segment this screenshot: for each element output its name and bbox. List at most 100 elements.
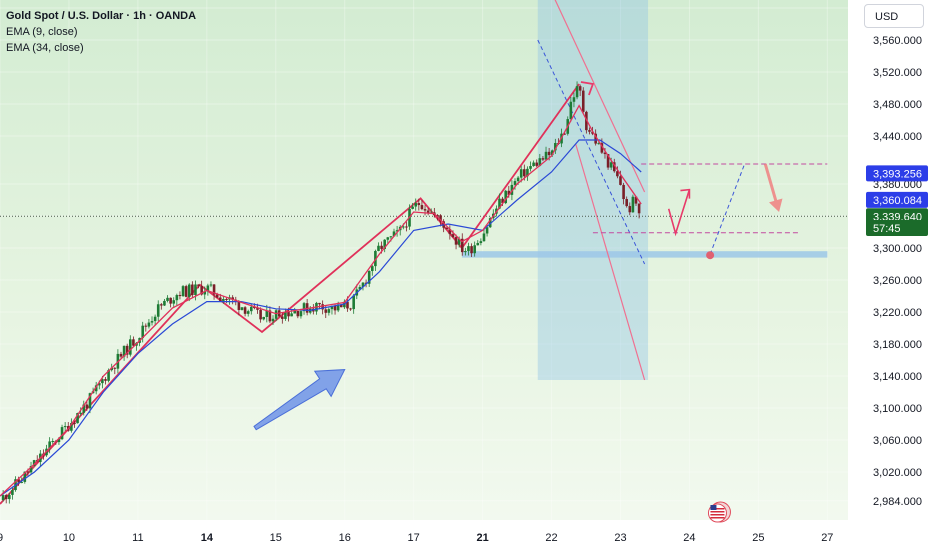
candle-up <box>166 297 169 301</box>
candle-down <box>85 404 89 409</box>
candle-down <box>445 227 449 230</box>
candle-down <box>637 203 641 214</box>
candle-up <box>290 313 293 317</box>
y-tick-label: 3,560.000 <box>873 35 922 47</box>
x-tick-label: 25 <box>752 532 764 544</box>
candle-down <box>243 307 247 314</box>
candle-down <box>448 229 452 235</box>
candle-down <box>600 143 604 153</box>
candle-down <box>26 471 30 473</box>
flag-stripe <box>710 511 725 513</box>
candle-up <box>485 227 489 234</box>
candle-down <box>581 90 585 112</box>
x-axis-background <box>0 520 848 550</box>
candle-down <box>423 209 427 211</box>
candle-down <box>454 237 458 245</box>
candle-down <box>380 245 383 249</box>
candle-down <box>237 301 241 310</box>
currency-button[interactable]: USD <box>864 4 924 28</box>
grid-layer <box>0 0 848 520</box>
candle-down <box>594 133 597 144</box>
candle-up <box>482 233 486 242</box>
candle-up <box>150 321 154 323</box>
candle-up <box>32 460 36 467</box>
channel-inner-dashed-line <box>537 39 646 265</box>
candle-up <box>262 316 266 320</box>
candle-up <box>330 305 334 310</box>
candle-up <box>374 250 377 267</box>
candle-up <box>203 291 207 295</box>
candle-down <box>417 203 421 206</box>
candle-up <box>153 316 157 322</box>
candle-down <box>603 152 607 155</box>
candle-up <box>293 310 297 314</box>
candle-up <box>122 345 126 357</box>
candle-up <box>29 466 33 473</box>
candle-up <box>88 393 92 409</box>
candle-up <box>498 198 501 209</box>
channel-box <box>537 0 649 380</box>
candle-up <box>383 239 387 249</box>
candle-up <box>538 158 542 166</box>
candle-down <box>420 205 424 210</box>
candle-down <box>321 304 324 310</box>
support-zone <box>461 251 828 258</box>
ema-fast-line <box>0 104 642 497</box>
candle-down <box>470 246 473 254</box>
candle-up <box>467 246 470 252</box>
candle-up <box>526 168 529 177</box>
ema-fast-legend[interactable]: EMA (9, close) <box>6 26 78 38</box>
candle-up <box>249 306 253 312</box>
candle-up <box>110 367 113 371</box>
projection-solid-line <box>667 189 691 237</box>
candle-down <box>287 312 290 317</box>
candle-up <box>63 426 67 428</box>
x-tick-label: 24 <box>683 532 695 544</box>
projection-arrow-head <box>680 188 691 199</box>
candle-up <box>94 385 98 392</box>
candle-up <box>336 304 340 311</box>
y-tick-label: 3,020.000 <box>873 467 922 479</box>
zigzag-line <box>0 83 580 505</box>
flag-stripe <box>710 514 725 516</box>
candle-down <box>119 353 123 357</box>
marker-point <box>706 251 715 260</box>
candle-up <box>392 231 396 237</box>
candle-up <box>76 413 79 424</box>
candle-up <box>156 304 160 317</box>
candle-up <box>488 218 492 228</box>
y-tick-label: 3,480.000 <box>873 99 922 111</box>
candle-down <box>563 133 566 135</box>
candle-down <box>451 234 455 238</box>
candle-up <box>476 243 480 246</box>
candle-down <box>364 282 368 284</box>
ema-slow-legend[interactable]: EMA (34, close) <box>6 42 84 54</box>
y-tick-label: 3,300.000 <box>873 243 922 255</box>
candle-down <box>616 171 619 177</box>
candle-up <box>609 162 613 168</box>
x-tick-label: 16 <box>339 532 351 544</box>
candle-down <box>160 304 163 306</box>
candle-down <box>200 286 203 295</box>
candle-up <box>141 325 145 338</box>
candle-down <box>215 294 219 298</box>
price-label-ema_fast: 3,360.084 <box>873 195 922 207</box>
candle-up <box>367 271 371 284</box>
candle-down <box>73 423 76 425</box>
candle-up <box>377 245 380 251</box>
price-label-bg-ema_fast <box>866 191 928 208</box>
candle-up <box>532 162 535 167</box>
y-tick-label: 3,100.000 <box>873 403 922 415</box>
candle-up <box>361 282 365 287</box>
candle-down <box>256 308 259 310</box>
candle-up <box>222 298 225 301</box>
candle-up <box>352 295 355 310</box>
candle-up <box>327 309 331 313</box>
candle-down <box>218 297 222 301</box>
candle-up <box>510 184 514 195</box>
candle-down <box>17 479 20 483</box>
candle-up <box>172 300 176 304</box>
